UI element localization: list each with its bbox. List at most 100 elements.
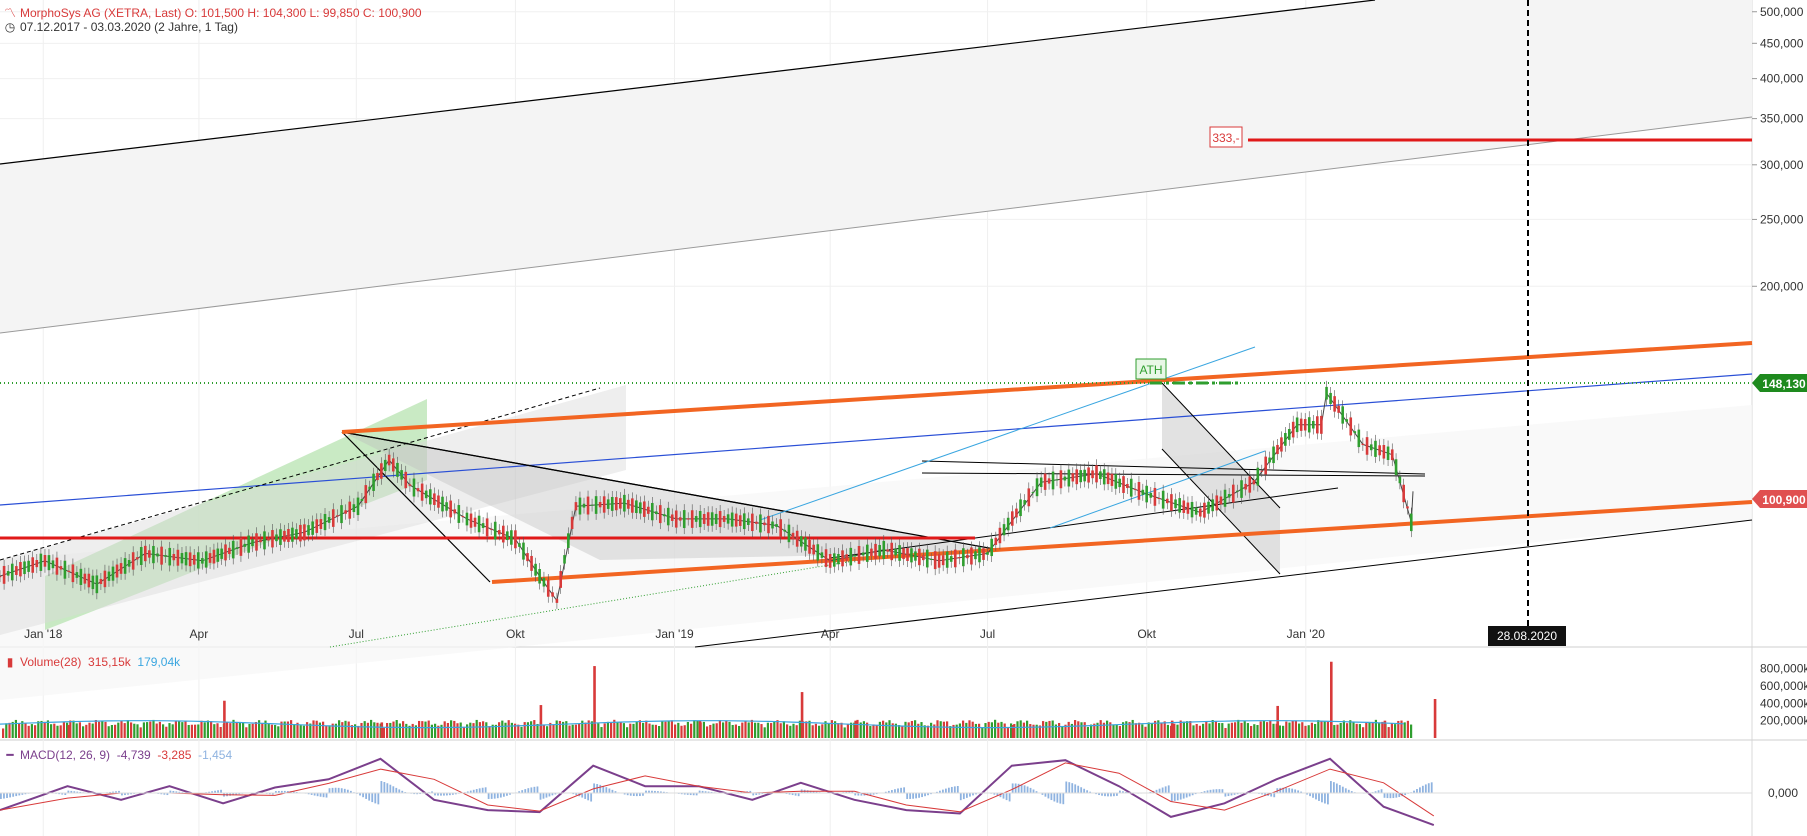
volume-bar (747, 722, 750, 738)
x-tick-label: Jan '19 (655, 627, 694, 641)
ath-annotation: ATH (1135, 358, 1167, 380)
candle (623, 494, 626, 512)
macd-hist-bar (1374, 791, 1377, 793)
candle (1207, 501, 1210, 514)
macd-hist-bar (121, 793, 123, 796)
candle (799, 536, 803, 547)
volume-bar (30, 724, 33, 738)
volume-bar (728, 721, 731, 738)
macd-hist-bar (1173, 793, 1176, 801)
candle (453, 509, 457, 514)
candle (43, 555, 47, 567)
candle (894, 548, 897, 556)
volume-bar (693, 720, 696, 738)
macd-hist-bar (698, 790, 701, 793)
candle (111, 566, 115, 581)
volume-bar (869, 726, 872, 738)
volume-bar (1026, 720, 1029, 738)
candle (192, 554, 196, 565)
volume-bar (293, 724, 296, 738)
macd-hist-bar (912, 793, 915, 799)
macd-hist-bar (1395, 793, 1398, 798)
macd-hist-bar (1116, 793, 1118, 796)
ath-label: ATH (1139, 363, 1162, 377)
macd-hist-bar (521, 790, 524, 793)
macd-hist-bar (208, 791, 211, 793)
candle (247, 535, 250, 553)
candle (1256, 467, 1260, 486)
macd-hist-bar (413, 793, 416, 795)
macd-hist-bar (1203, 791, 1206, 793)
candle (457, 505, 461, 523)
volume-bar (584, 722, 587, 738)
macd-hist-bar (1297, 790, 1300, 793)
macd-hist-bar (325, 793, 328, 798)
candle (1087, 467, 1090, 483)
volume-bar (1253, 724, 1256, 738)
macd-hist-bar (419, 793, 422, 795)
candle (1194, 507, 1198, 515)
candle (123, 558, 127, 574)
candle (639, 502, 642, 514)
volume-bar (514, 723, 517, 738)
volume-bar (862, 721, 865, 738)
candle (567, 533, 570, 548)
x-tick-label: Apr (190, 627, 209, 641)
candle (518, 543, 521, 547)
macd-hist-bar (1086, 790, 1089, 793)
candle (1186, 502, 1190, 514)
candle (1075, 469, 1079, 485)
volume-bar (1032, 724, 1035, 738)
chart-line-icon: 〽 (4, 6, 17, 20)
candle (1287, 428, 1291, 440)
macd-hist-bar (280, 790, 283, 793)
x-tick-label: Jan '18 (24, 627, 63, 641)
volume-bar (958, 723, 961, 738)
volume-bar (238, 721, 241, 738)
macd-hist-bar (812, 791, 815, 793)
candle (619, 498, 622, 509)
candle (890, 542, 893, 561)
candle (738, 515, 742, 526)
macd-hist-bar (953, 786, 956, 793)
macd-hist-bar (1416, 789, 1418, 793)
volume-bar (578, 723, 581, 738)
macd-hist-bar (900, 787, 902, 793)
volume-bar (741, 722, 744, 738)
candle (865, 544, 869, 562)
macd-hist-bar (629, 793, 632, 796)
macd-hist-bar (127, 793, 129, 795)
candle (437, 495, 440, 508)
candle (1190, 501, 1194, 518)
volume-bar (725, 720, 728, 738)
volume-bar (846, 723, 849, 738)
volume-bar (1288, 722, 1291, 738)
macd-hist-bar (1050, 793, 1053, 801)
candle (283, 530, 286, 542)
candle (694, 516, 698, 522)
volume-bar (1272, 723, 1275, 738)
candle (898, 545, 901, 561)
volume-bar (347, 721, 350, 738)
volume-bar (1381, 721, 1384, 738)
volume-bar (290, 720, 293, 738)
volume-bar (638, 720, 641, 738)
candle (857, 545, 861, 564)
candle (103, 570, 107, 588)
macd-hist-bar (975, 793, 977, 795)
volume-bar (18, 723, 21, 738)
macd-hist-bar (313, 793, 316, 796)
candle (1170, 494, 1173, 511)
candle (412, 478, 416, 497)
volume-bar (475, 719, 478, 738)
volume-bar (258, 720, 261, 738)
macd-hist-bar (993, 793, 996, 795)
volume-bar (795, 725, 798, 738)
candle (510, 530, 513, 545)
candle (220, 548, 223, 559)
candle (1161, 490, 1165, 509)
candle (1333, 396, 1336, 412)
macd-hist-bar (466, 791, 469, 793)
macd-hist-bar (596, 784, 599, 793)
candle (376, 472, 379, 481)
